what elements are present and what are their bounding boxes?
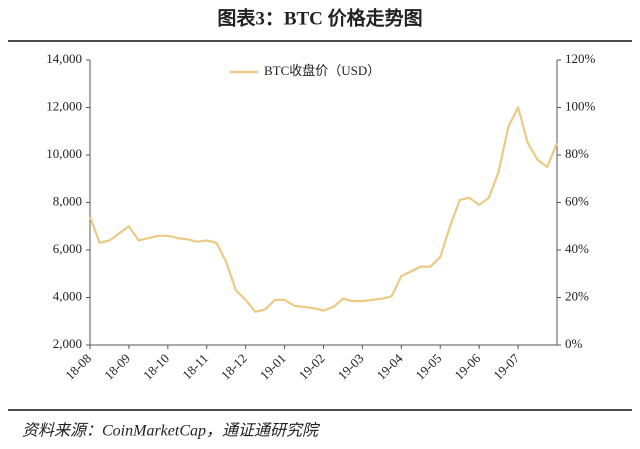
y-tick-label: 10,000 [46, 146, 82, 161]
x-tick-label: 18-09 [101, 351, 133, 383]
y-tick-label: 8,000 [53, 193, 82, 208]
x-tick-label: 19-04 [374, 350, 406, 382]
x-tick-label: 19-07 [490, 350, 522, 382]
y-tick-label: 2,000 [53, 336, 82, 351]
y2-tick-label: 80% [565, 146, 589, 161]
y-tick-label: 14,000 [46, 51, 82, 66]
legend-label: BTC收盘价（USD） [264, 63, 380, 78]
y2-tick-label: 100% [565, 98, 596, 113]
price-line [88, 106, 559, 313]
x-tick-label: 19-06 [451, 350, 483, 382]
x-tick-label: 19-01 [257, 351, 289, 383]
x-tick-label: 18-10 [140, 351, 172, 383]
x-tick-label: 18-12 [218, 351, 250, 383]
y2-tick-label: 60% [565, 193, 589, 208]
y-tick-label: 6,000 [53, 241, 82, 256]
y-tick-label: 4,000 [53, 288, 82, 303]
x-tick-label: 19-02 [296, 351, 328, 383]
x-tick-label: 18-11 [179, 351, 211, 383]
chart-title: 图表3：BTC 价格走势图 [217, 6, 422, 29]
x-tick-label: 19-03 [335, 351, 367, 383]
y2-tick-label: 120% [565, 51, 596, 66]
y-tick-label: 12,000 [46, 98, 82, 113]
x-tick-label: 19-05 [412, 351, 444, 383]
y2-tick-label: 20% [565, 288, 589, 303]
source-note: 资料来源：CoinMarketCap，通证通研究院 [22, 422, 321, 440]
y2-tick-label: 0% [565, 336, 583, 351]
x-tick-label: 18-08 [62, 351, 94, 383]
y2-tick-label: 40% [565, 241, 589, 256]
